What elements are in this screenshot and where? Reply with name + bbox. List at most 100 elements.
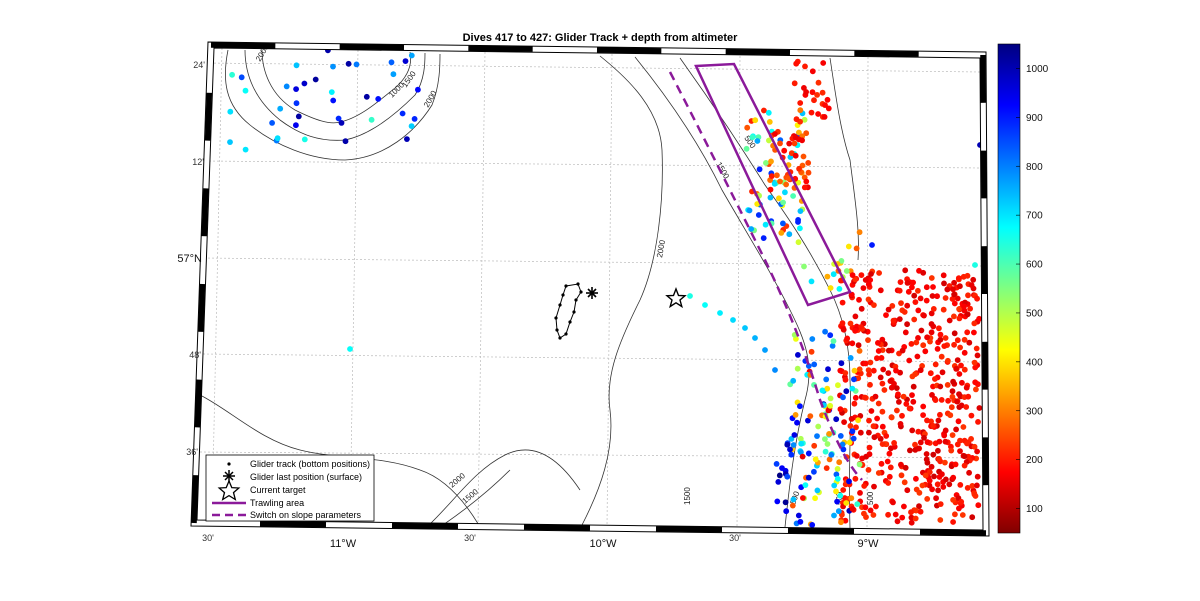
depth-point	[742, 325, 748, 331]
depth-point	[922, 348, 929, 355]
depth-point	[830, 271, 837, 278]
depth-point	[911, 292, 918, 299]
glider-track-point	[561, 293, 565, 297]
glider-track-point	[558, 336, 562, 340]
depth-point	[939, 471, 945, 478]
depth-point	[883, 312, 889, 318]
depth-point	[926, 469, 933, 475]
depth-point	[879, 423, 886, 430]
depth-point	[837, 367, 844, 374]
map-area: 2000 1500 1000 2000 2000 2000 1500 1500 …	[190, 41, 990, 537]
depth-point	[808, 348, 815, 355]
depth-point	[754, 138, 761, 144]
depth-point	[809, 336, 816, 342]
depth-point	[905, 288, 912, 295]
depth-point	[829, 343, 836, 349]
legend-label: Trawling area	[250, 498, 304, 508]
legend-star-symbol	[217, 479, 241, 501]
frame-segment	[259, 521, 327, 528]
contour-label: 1500	[683, 487, 692, 505]
depth-point	[807, 413, 814, 419]
depth-point	[811, 468, 817, 475]
contour-label: 500	[866, 491, 875, 505]
depth-point	[856, 366, 863, 373]
depth-point	[858, 272, 865, 278]
lat-tick-label: 24'	[193, 60, 205, 70]
legend-label: Current target	[250, 485, 306, 495]
depth-point	[773, 461, 780, 467]
colorbar-tick-label: 500	[1026, 308, 1043, 319]
depth-point	[868, 271, 874, 277]
colorbar-tick-label: 100	[1026, 504, 1043, 515]
depth-point	[797, 403, 803, 410]
depth-point	[901, 309, 908, 315]
depth-point	[772, 131, 778, 137]
meridian-1130	[211, 48, 223, 523]
depth-point	[904, 302, 911, 309]
depth-point	[277, 105, 284, 112]
depth-point	[888, 414, 895, 421]
depth-point	[824, 96, 831, 103]
depth-point	[783, 181, 789, 188]
depth-point	[869, 242, 875, 248]
depth-point	[973, 345, 980, 352]
depth-point	[791, 80, 798, 87]
depth-point	[862, 504, 869, 511]
glider-track-point	[576, 282, 580, 286]
depth-point	[866, 429, 872, 436]
depth-point	[893, 367, 899, 374]
depth-point	[784, 441, 791, 448]
depth-point	[808, 109, 815, 116]
depth-point	[904, 487, 911, 494]
depth-point	[909, 427, 916, 434]
depth-point	[899, 347, 906, 354]
depth-point	[803, 130, 810, 137]
depth-point	[961, 336, 968, 343]
depth-point	[408, 123, 415, 129]
depth-point	[915, 335, 921, 341]
depth-point	[923, 451, 930, 457]
lat-tick-label: 12'	[192, 157, 204, 167]
depth-point	[860, 285, 867, 291]
depth-point	[839, 320, 846, 327]
depth-point	[917, 295, 924, 302]
depth-point	[951, 279, 957, 286]
depth-point	[796, 129, 802, 136]
depth-point	[934, 481, 941, 488]
depth-point	[363, 93, 370, 100]
latitude-tick-labels: 24' 12' 57°N 48' 36'	[177, 60, 205, 457]
map-frame	[190, 41, 990, 537]
depth-point	[961, 349, 968, 356]
depth-point	[942, 438, 949, 445]
depth-point	[791, 140, 798, 147]
lat-tick-label: 48'	[189, 350, 201, 360]
depth-point	[778, 230, 785, 236]
depth-point	[801, 184, 808, 191]
depth-point	[774, 498, 781, 505]
depth-point	[767, 194, 774, 201]
depth-point	[312, 76, 319, 83]
depth-point	[912, 371, 918, 378]
depth-point	[954, 441, 961, 448]
depth-point	[950, 378, 956, 385]
depth-point	[951, 313, 957, 320]
depth-point	[971, 443, 978, 450]
depth-point	[976, 315, 982, 322]
depth-point	[831, 512, 837, 519]
depth-point	[887, 378, 894, 384]
depth-point	[902, 464, 909, 471]
depth-point	[795, 239, 802, 246]
depth-point	[823, 465, 830, 471]
frame-segment	[191, 475, 199, 524]
depth-point	[269, 120, 275, 126]
legend: Glider track (bottom positions) Glider l…	[205, 454, 375, 522]
depth-point	[805, 160, 812, 166]
depth-point	[873, 503, 879, 510]
legend-dot-symbol	[227, 462, 231, 466]
depth-point	[238, 74, 245, 81]
depth-point	[959, 379, 965, 386]
depth-point	[942, 459, 948, 466]
depth-point	[834, 498, 840, 505]
depth-point	[884, 458, 891, 465]
depth-point	[748, 226, 755, 232]
